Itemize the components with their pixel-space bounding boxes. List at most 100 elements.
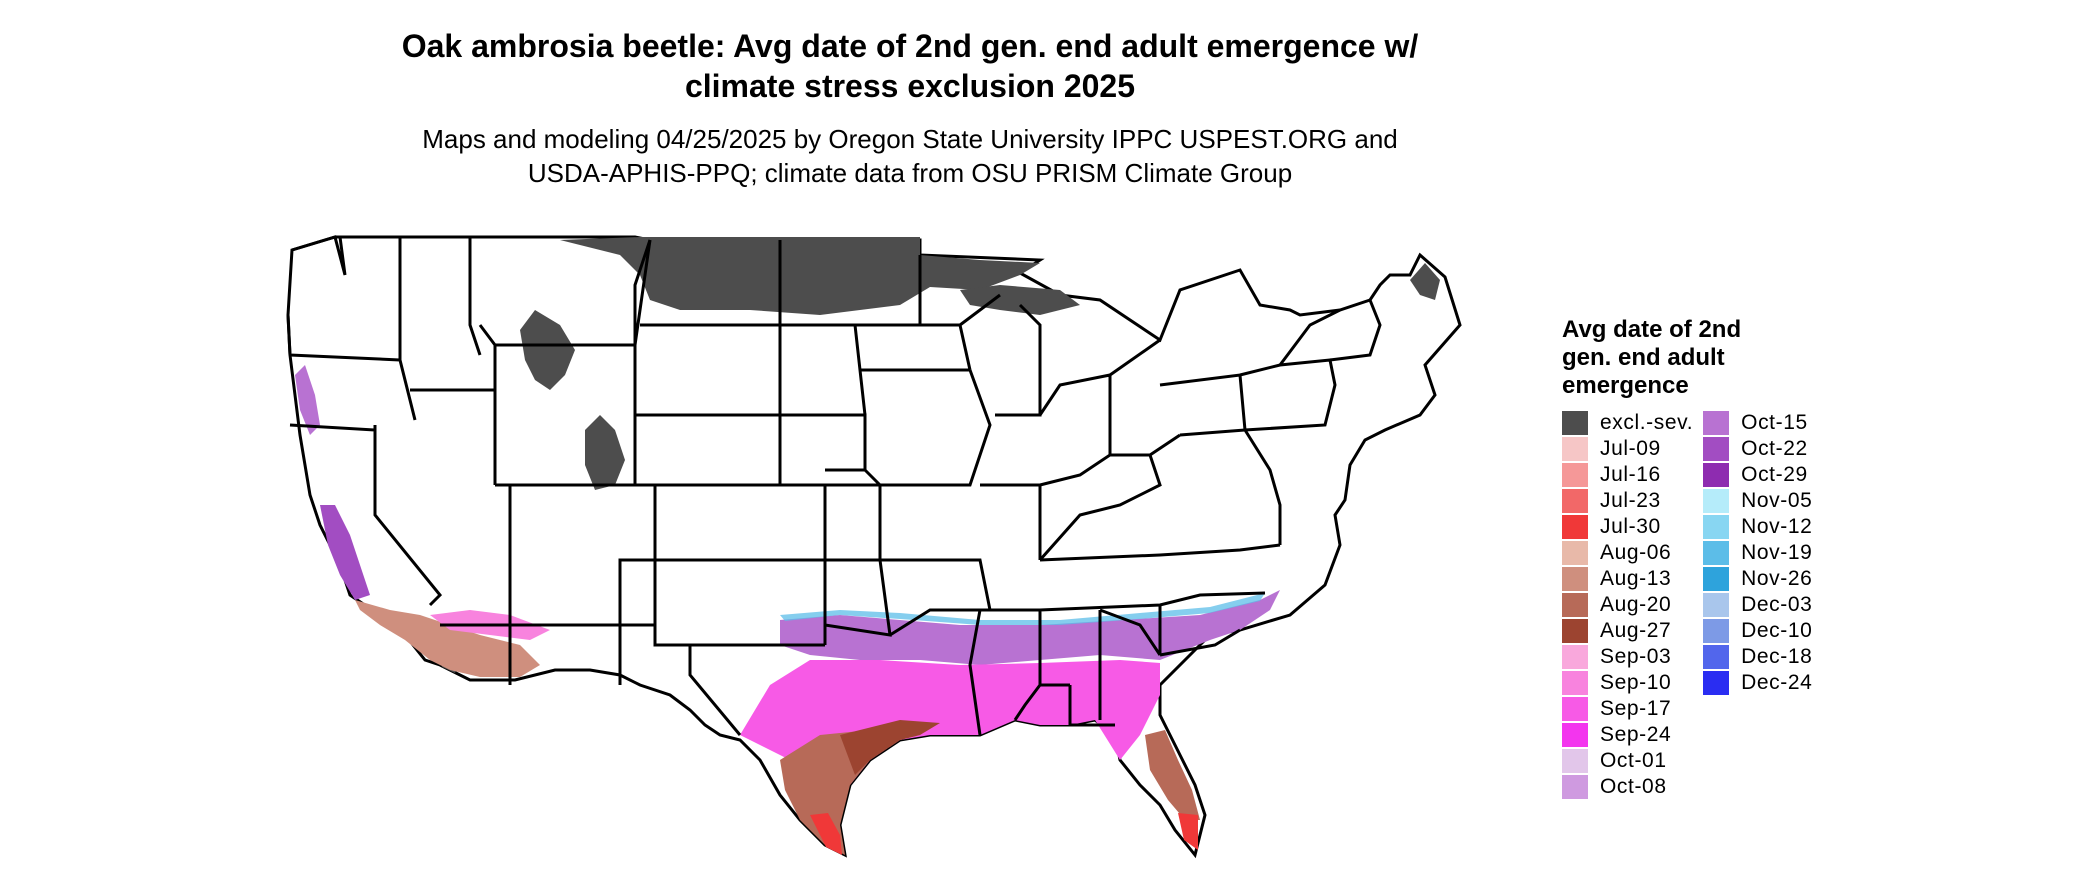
legend-label: Aug-27	[1600, 619, 1672, 642]
map-subtitle-line-1: Maps and modeling 04/25/2025 by Oregon S…	[422, 124, 1398, 154]
legend-item: Oct-08	[1562, 774, 1693, 800]
legend-swatch	[1562, 749, 1588, 773]
legend-item: Nov-12	[1703, 514, 1812, 540]
legend-swatch	[1562, 645, 1588, 669]
legend-item: Sep-03	[1562, 644, 1693, 670]
excluded-zone-maine	[1410, 263, 1440, 300]
legend-label: Sep-03	[1600, 645, 1672, 668]
legend-swatch	[1703, 489, 1730, 513]
legend-swatch	[1562, 593, 1588, 617]
legend-item: Jul-16	[1562, 462, 1693, 488]
legend-item: Jul-23	[1562, 488, 1693, 514]
legend-title: Avg date of 2nd gen. end adult emergence	[1562, 316, 1742, 399]
legend-label: Oct-29	[1741, 463, 1808, 486]
legend-swatch	[1703, 541, 1730, 565]
legend-label: Oct-08	[1600, 775, 1667, 798]
excluded-zone-colorado	[585, 415, 625, 490]
emergence-zones	[295, 365, 1280, 855]
legend-label: Jul-23	[1600, 489, 1661, 512]
zone-cool-blue-edge	[780, 593, 1265, 625]
legend-label: excl.-sev.	[1600, 411, 1694, 434]
legend-item: Dec-24	[1703, 670, 1812, 696]
legend-column-2: Oct-15 Oct-22 Oct-29 Nov-05 Nov-12 Nov-19 Nov-…	[1703, 410, 1812, 800]
legend-item: Dec-03	[1703, 592, 1812, 618]
legend-label: Jul-30	[1600, 515, 1661, 538]
zone-southwest-mix	[355, 600, 540, 677]
legend-swatch	[1703, 619, 1730, 643]
legend-item: Aug-27	[1562, 618, 1693, 644]
legend-label: Sep-10	[1600, 671, 1672, 694]
legend-label: Oct-22	[1741, 437, 1808, 460]
legend-label: Jul-09	[1600, 437, 1661, 460]
legend-swatch	[1562, 619, 1588, 643]
legend-item: Aug-20	[1562, 592, 1693, 618]
legend-label: Sep-24	[1600, 723, 1672, 746]
legend-label: Aug-13	[1600, 567, 1672, 590]
legend-label: Aug-20	[1600, 593, 1672, 616]
legend-swatch	[1562, 723, 1588, 747]
legend-item: Nov-26	[1703, 566, 1812, 592]
map-subtitle-line-2: USDA-APHIS-PPQ; climate data from OSU PR…	[527, 158, 1293, 188]
legend-label: Nov-12	[1741, 515, 1813, 538]
legend-label: Dec-18	[1741, 645, 1813, 668]
legend-item: Dec-10	[1703, 618, 1812, 644]
legend-label: Dec-10	[1741, 619, 1813, 642]
legend-swatch	[1562, 541, 1588, 565]
legend-item: Jul-30	[1562, 514, 1693, 540]
legend-item: Sep-17	[1562, 696, 1693, 722]
legend-swatch	[1562, 697, 1588, 721]
legend-swatch	[1562, 671, 1588, 695]
legend-item: Dec-18	[1703, 644, 1812, 670]
legend-column-1: excl.-sev. Jul-09 Jul-16 Jul-23 Jul-30 Aug-06…	[1562, 410, 1693, 800]
legend-label: Oct-01	[1600, 749, 1667, 772]
legend-swatch	[1703, 593, 1730, 617]
legend-swatch	[1562, 463, 1588, 487]
legend-label: Nov-19	[1741, 541, 1813, 564]
legend-item: Nov-19	[1703, 540, 1812, 566]
legend-item: Sep-24	[1562, 722, 1693, 748]
excluded-zone-wyoming	[520, 310, 575, 390]
map-title-line-1: Oak ambrosia beetle: Avg date of 2nd gen…	[401, 28, 1419, 64]
us-land	[286, 235, 1462, 859]
legend-swatch	[1562, 567, 1588, 591]
map-title: Oak ambrosia beetle: Avg date of 2nd gen…	[300, 26, 1520, 106]
legend-swatch	[1703, 411, 1730, 435]
legend-swatch	[1703, 437, 1730, 461]
legend-label: Jul-16	[1600, 463, 1661, 486]
legend-swatch	[1562, 411, 1588, 435]
legend-swatch	[1703, 463, 1730, 487]
map-legend: Avg date of 2nd gen. end adult emergence…	[1562, 316, 1862, 800]
legend-columns: excl.-sev. Jul-09 Jul-16 Jul-23 Jul-30 Aug-06…	[1562, 410, 1862, 800]
legend-label: Aug-06	[1600, 541, 1672, 564]
legend-label: Dec-24	[1741, 671, 1813, 694]
legend-swatch	[1703, 645, 1730, 669]
zone-aug-dark-gulf	[840, 720, 940, 775]
legend-item: Aug-13	[1562, 566, 1693, 592]
legend-swatch	[1703, 671, 1730, 695]
legend-item: Oct-29	[1703, 462, 1812, 488]
map-subtitle: Maps and modeling 04/25/2025 by Oregon S…	[300, 122, 1520, 190]
zone-aug-brown-florida	[1145, 730, 1200, 820]
legend-item: excl.-sev.	[1562, 410, 1693, 436]
zone-california-purple	[320, 505, 370, 600]
legend-swatch	[1562, 489, 1588, 513]
legend-item: Oct-15	[1703, 410, 1812, 436]
state-borders	[286, 235, 1382, 736]
legend-swatch	[1562, 437, 1588, 461]
legend-item: Nov-05	[1703, 488, 1812, 514]
legend-item: Oct-22	[1703, 436, 1812, 462]
legend-label: Oct-15	[1741, 411, 1808, 434]
legend-swatch	[1562, 775, 1588, 799]
legend-label: Sep-17	[1600, 697, 1672, 720]
legend-label: Nov-05	[1741, 489, 1813, 512]
zone-jul-red-texas-tip	[810, 813, 842, 855]
legend-label: Nov-26	[1741, 567, 1813, 590]
map-title-line-2: climate stress exclusion 2025	[684, 68, 1136, 104]
zone-california-valley	[295, 365, 320, 435]
legend-item: Aug-06	[1562, 540, 1693, 566]
legend-swatch	[1703, 567, 1730, 591]
legend-label: Dec-03	[1741, 593, 1813, 616]
us-map	[286, 235, 1462, 859]
excluded-zone-wisconsin	[960, 285, 1080, 315]
zone-jul-red-florida-tip	[1178, 813, 1198, 850]
